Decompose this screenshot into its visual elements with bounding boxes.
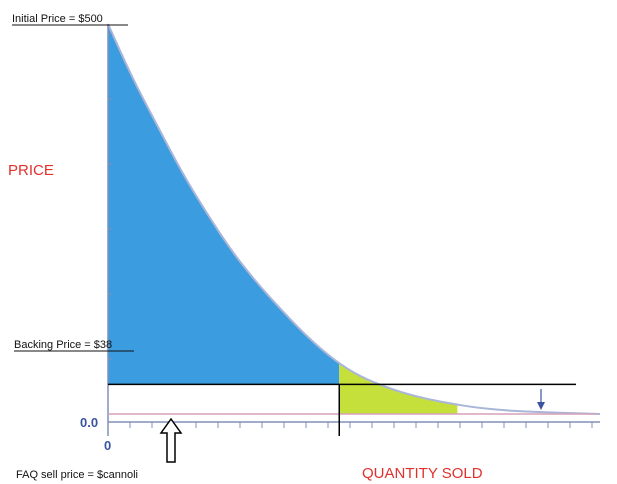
- y-axis-label: PRICE: [8, 162, 54, 179]
- up-arrow-icon: [159, 417, 183, 463]
- y-tick-label-0: 0.0: [80, 415, 98, 430]
- faq-sell-price-label: FAQ sell price = $cannoli: [16, 469, 138, 481]
- x-tick-label-0: 0: [104, 438, 111, 453]
- end-arrow: [537, 389, 545, 410]
- x-axis-label: QUANTITY SOLD: [362, 465, 483, 482]
- filled-regions: [108, 24, 458, 414]
- initial-price-label: Initial Price = $500: [12, 13, 103, 25]
- region-above-backing: [108, 24, 340, 385]
- x-axis-ticks: [107, 422, 593, 428]
- price-curve-line: [107, 23, 601, 415]
- backing-price-label: Backing Price = $38: [14, 339, 112, 351]
- region-below-backing: [339, 363, 458, 414]
- y-axis-ticks: [108, 33, 112, 360]
